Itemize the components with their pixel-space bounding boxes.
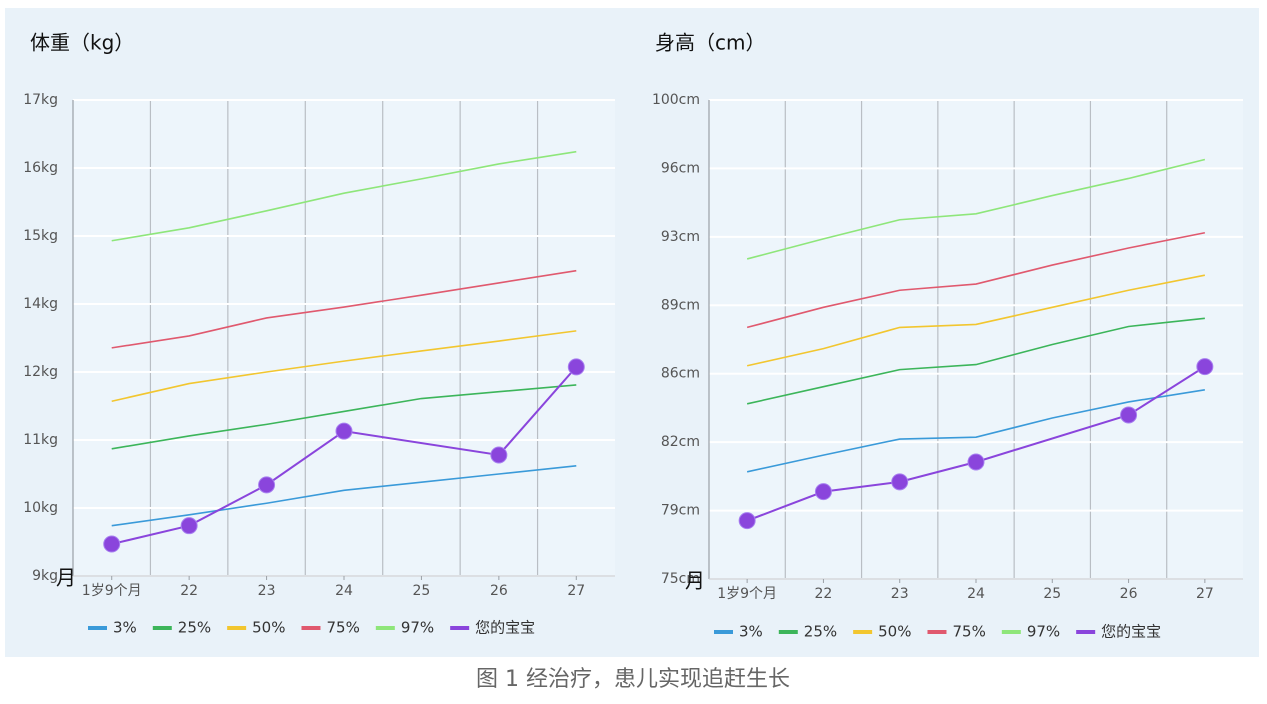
series-line — [746, 158, 1206, 260]
data-point — [1196, 358, 1214, 376]
y-tick-label: 86cm — [661, 366, 700, 382]
data-point — [258, 476, 276, 494]
y-tick-label: 75cm — [661, 571, 700, 587]
data-point — [967, 453, 985, 471]
data-point — [567, 358, 585, 376]
y-tick-label: 17kg — [23, 92, 58, 108]
legend-label: 97% — [1027, 623, 1060, 641]
x-tick-label: 25 — [413, 583, 431, 599]
series-line — [746, 365, 1206, 522]
y-tick-label: 11kg — [23, 432, 58, 448]
y-tick-label: 16kg — [23, 160, 58, 176]
y-tick-label: 96cm — [661, 160, 700, 176]
data-point — [180, 517, 198, 535]
x-tick-label: 22 — [180, 583, 198, 599]
x-axis-label: 月 — [56, 566, 76, 590]
legend-label: 75% — [326, 619, 359, 637]
chart: 身高（cm） 75cm 79cm 82cm 86cm 89cm 93cm 96cm 100cm 月… — [652, 31, 1243, 641]
x-tick-label: 27 — [567, 583, 585, 599]
data-point — [1120, 406, 1138, 424]
y-tick-label: 9kg — [32, 568, 58, 584]
series-line — [746, 389, 1205, 473]
x-tick-label: 23 — [891, 586, 909, 602]
legend-label: 您的宝宝 — [475, 619, 535, 637]
data-point — [103, 535, 121, 553]
x-tick-label: 1岁9个月 — [82, 583, 142, 599]
plot-area — [709, 100, 1243, 579]
data-point — [490, 446, 508, 464]
caption: 图 1 经治疗，患儿实现追赶生长 — [476, 667, 790, 692]
series-line — [111, 269, 577, 349]
x-tick-label: 27 — [1196, 586, 1214, 602]
legend-label: 3% — [113, 619, 137, 637]
legend-label: 50% — [252, 619, 285, 637]
series-line — [111, 330, 577, 403]
legend-label: 3% — [739, 623, 763, 641]
legend-label: 25% — [178, 619, 211, 637]
x-tick-label: 25 — [1043, 586, 1061, 602]
legend-label: 25% — [804, 623, 837, 641]
y-tick-label: 93cm — [661, 229, 700, 245]
y-tick-label: 79cm — [661, 503, 700, 519]
x-tick-label: 26 — [1120, 586, 1138, 602]
series-line — [111, 366, 578, 546]
series-line — [111, 150, 577, 242]
legend-label: 97% — [401, 619, 434, 637]
plot-area — [73, 100, 615, 576]
data-point — [891, 473, 909, 491]
data-point — [738, 512, 756, 530]
legend-label: 75% — [952, 623, 985, 641]
data-point — [814, 483, 832, 501]
chart-title: 体重（kg） — [30, 31, 134, 55]
y-tick-label: 12kg — [23, 364, 58, 380]
x-tick-label: 1岁9个月 — [717, 586, 777, 602]
y-tick-label: 15kg — [23, 228, 58, 244]
data-point — [335, 422, 353, 440]
y-tick-label: 10kg — [23, 500, 58, 516]
y-tick-label: 89cm — [661, 297, 700, 313]
series-line — [111, 384, 577, 450]
legend-label: 50% — [878, 623, 911, 641]
y-tick-label: 100cm — [652, 92, 700, 108]
x-tick-label: 26 — [490, 583, 508, 599]
chart: 体重（kg） 9kg 10kg 11kg 12kg 14kg 15kg 16kg 17kg 月 1岁… — [23, 31, 615, 637]
chart-title: 身高（cm） — [655, 31, 765, 55]
y-tick-label: 82cm — [661, 434, 700, 450]
x-tick-label: 22 — [815, 586, 833, 602]
series-line — [746, 231, 1206, 329]
x-tick-label: 24 — [335, 583, 353, 599]
x-tick-label: 24 — [967, 586, 985, 602]
legend-label: 您的宝宝 — [1101, 623, 1161, 641]
x-axis-label: 月 — [685, 569, 705, 593]
x-tick-label: 23 — [258, 583, 276, 599]
series-line — [111, 465, 577, 527]
series-line — [746, 317, 1205, 405]
y-tick-label: 14kg — [23, 296, 58, 312]
series-line — [746, 274, 1206, 367]
